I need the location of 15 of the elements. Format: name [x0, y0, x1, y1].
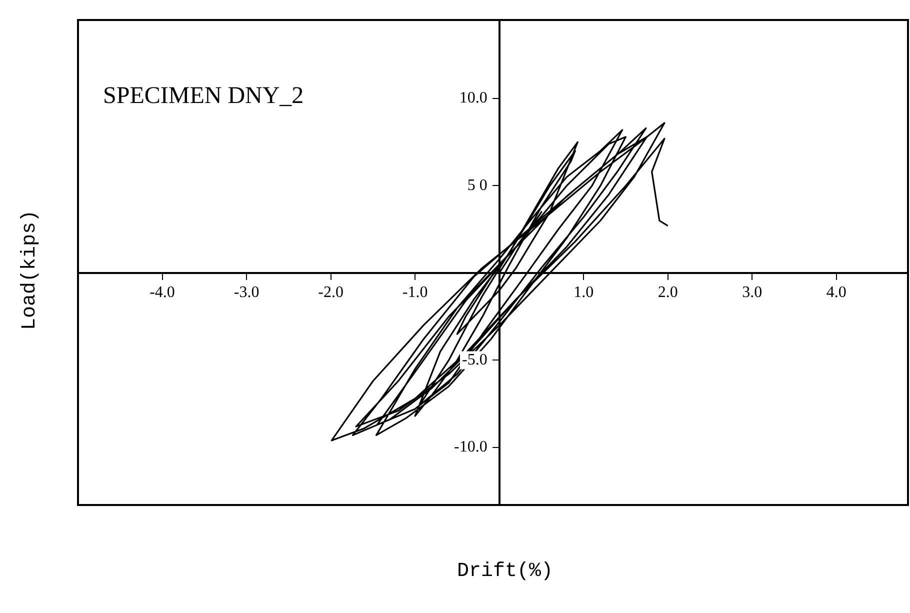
y-tick-label: 10.0: [459, 90, 488, 107]
x-tick-label: -3.0: [234, 284, 260, 301]
x-tick-label: -1.0: [402, 284, 428, 301]
x-tick-label: 2.0: [658, 284, 678, 301]
text: SPECIMEN DNY_2: [103, 82, 304, 109]
y-tick-label: -5.0: [462, 351, 488, 368]
x-axis-title: Drift(%): [456, 560, 554, 583]
x-tick-label: 1.0: [574, 284, 594, 301]
y-axis-title: Load(kips): [18, 210, 42, 330]
y-tick-label: -10.0: [454, 438, 488, 456]
x-tick-label: 3.0: [742, 284, 762, 301]
y-tick-label: 5 0: [467, 176, 488, 194]
x-tick-label: -4.0: [150, 284, 175, 301]
x-tick-label: -2.0: [318, 284, 344, 301]
x-tick-label: 4.0: [826, 284, 846, 301]
